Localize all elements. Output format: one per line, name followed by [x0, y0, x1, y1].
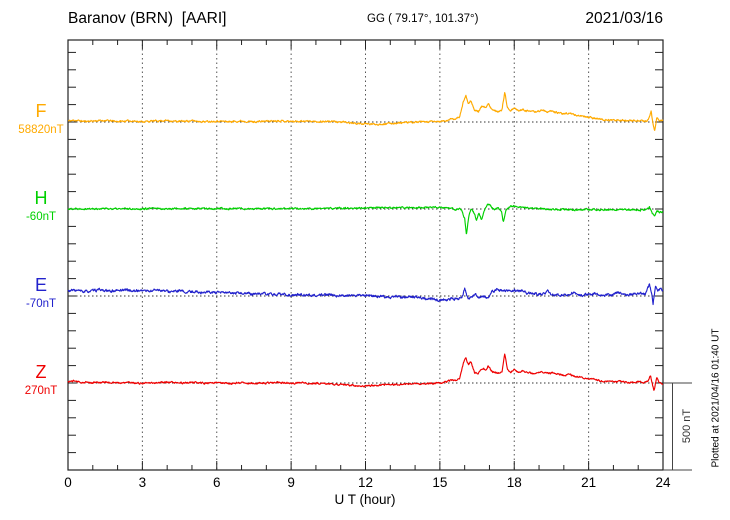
- x-tick-label-3: 3: [138, 475, 147, 490]
- component-letter-F: F: [35, 101, 47, 121]
- panel-label-H: H -60nT: [8, 189, 74, 224]
- x-axis-title: U T (hour): [334, 492, 396, 507]
- component-baseline-F: 58820nT: [18, 124, 64, 136]
- component-baseline-H: -60nT: [25, 211, 57, 223]
- x-tick-label-18: 18: [506, 475, 522, 490]
- trace-E: [67, 283, 664, 306]
- panel-label-E: E -70nT: [8, 276, 74, 311]
- component-baseline-Z: 270nT: [24, 385, 58, 397]
- station-title: Baranov (BRN) [AARI]: [68, 10, 227, 27]
- plot-frame: [67, 39, 664, 471]
- plot-date: 2021/03/16: [585, 10, 663, 27]
- x-tick-label-6: 6: [212, 475, 221, 490]
- x-tick-label-24: 24: [655, 475, 671, 490]
- panel-label-F: F 58820nT: [8, 102, 74, 137]
- component-letter-Z: Z: [35, 362, 47, 382]
- plotted-at-note: Plotted at 2021/04/16 01:40 UT: [710, 328, 722, 468]
- x-tick-label-12: 12: [357, 475, 374, 490]
- x-tick-label-0: 0: [64, 475, 72, 490]
- geographic-coords: GG ( 79.17°, 101.37°): [367, 13, 479, 25]
- trace-H: [67, 203, 664, 235]
- trace-Z: [67, 353, 664, 391]
- component-letter-E: E: [34, 275, 47, 295]
- panel-label-Z: Z 270nT: [8, 363, 74, 398]
- trace-F: [67, 92, 664, 131]
- component-letter-H: H: [34, 188, 48, 208]
- x-tick-label-9: 9: [287, 475, 295, 490]
- scale-bar-label: 500 nT: [681, 408, 693, 444]
- x-tick-label-15: 15: [432, 475, 448, 490]
- component-baseline-E: -70nT: [25, 298, 57, 310]
- x-tick-label-21: 21: [581, 475, 597, 490]
